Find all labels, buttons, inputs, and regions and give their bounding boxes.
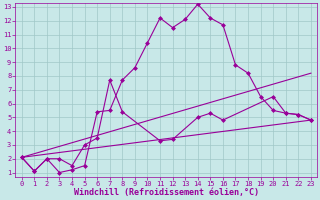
X-axis label: Windchill (Refroidissement éolien,°C): Windchill (Refroidissement éolien,°C) [74, 188, 259, 197]
